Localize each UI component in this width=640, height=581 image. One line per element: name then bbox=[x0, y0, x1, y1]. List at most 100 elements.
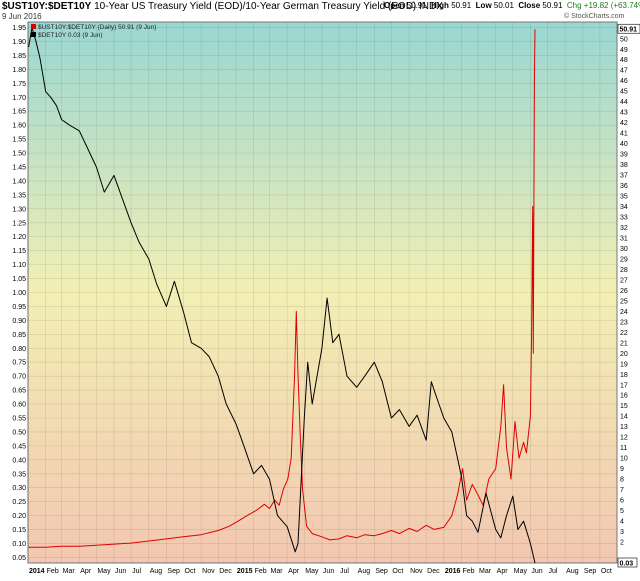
right-tick-label: 14 bbox=[620, 414, 628, 421]
left-tick-label: 1.85 bbox=[12, 53, 26, 60]
right-tick-label: 28 bbox=[620, 267, 628, 274]
left-tick-label: 1.90 bbox=[12, 39, 26, 46]
right-tick-label: 33 bbox=[620, 215, 628, 222]
right-tick-label: 24 bbox=[620, 309, 628, 316]
left-tick-label: 0.20 bbox=[12, 513, 26, 520]
left-tick-label: 1.50 bbox=[12, 151, 26, 158]
legend-swatch bbox=[31, 24, 36, 29]
right-tick-label: 49 bbox=[620, 47, 628, 54]
left-tick-label: 1.65 bbox=[12, 109, 26, 116]
left-tick-label: 1.20 bbox=[12, 234, 26, 241]
ratio-series-line bbox=[28, 29, 536, 548]
right-tick-label: 25 bbox=[620, 298, 628, 305]
left-tick-label: 0.50 bbox=[12, 429, 26, 436]
right-tick-label: 8 bbox=[620, 477, 624, 484]
symbol-description: 10-Year US Treasury Yield (EOD)/10-Year … bbox=[94, 1, 443, 12]
bund-yield-series-line bbox=[28, 27, 536, 564]
right-tick-label: 42 bbox=[620, 120, 628, 127]
x-tick-label: Feb bbox=[47, 568, 59, 575]
right-tick-label: 50 bbox=[620, 36, 628, 43]
x-tick-label: Aug bbox=[358, 568, 371, 575]
right-tick-label: 29 bbox=[620, 256, 628, 263]
left-last-value-box bbox=[617, 557, 638, 568]
right-tick-label: 46 bbox=[620, 78, 628, 85]
close-value: 50.91 bbox=[542, 1, 563, 10]
left-tick-label: 0.85 bbox=[12, 332, 26, 339]
left-tick-label: 0.80 bbox=[12, 346, 26, 353]
right-tick-label: 15 bbox=[620, 403, 628, 410]
left-tick-label: 0.10 bbox=[12, 541, 26, 548]
left-tick-label: 0.55 bbox=[12, 415, 26, 422]
x-tick-label: Oct bbox=[185, 568, 196, 575]
left-tick-label: 1.80 bbox=[12, 67, 26, 74]
left-tick-label: 1.95 bbox=[12, 25, 26, 32]
right-tick-label: 22 bbox=[620, 330, 628, 337]
right-last-value-box bbox=[617, 23, 640, 34]
right-tick-label: 48 bbox=[620, 57, 628, 64]
right-tick-label: 11 bbox=[620, 445, 627, 452]
left-tick-label: 1.75 bbox=[12, 81, 26, 88]
open-value: 50.91 bbox=[406, 1, 427, 10]
left-tick-label: 0.45 bbox=[12, 443, 26, 450]
x-tick-label: Mar bbox=[271, 568, 284, 575]
right-tick-label: 3 bbox=[620, 529, 624, 536]
x-tick-label: Nov bbox=[410, 568, 423, 575]
right-tick-label: 17 bbox=[620, 382, 628, 389]
x-tick-label: Jun bbox=[531, 568, 542, 575]
right-tick-label: 30 bbox=[620, 246, 628, 253]
right-tick-label: 4 bbox=[620, 519, 624, 526]
left-tick-label: 1.30 bbox=[12, 206, 26, 213]
x-tick-label: Dec bbox=[219, 568, 232, 575]
right-tick-label: 36 bbox=[620, 183, 628, 190]
right-tick-label: 20 bbox=[620, 351, 628, 358]
x-tick-label: Jun bbox=[323, 568, 334, 575]
left-tick-label: 0.35 bbox=[12, 471, 26, 478]
left-tick-label: 1.40 bbox=[12, 178, 26, 185]
x-tick-label: Oct bbox=[392, 568, 403, 575]
x-tick-label: Feb bbox=[255, 568, 267, 575]
left-tick-label: 1.25 bbox=[12, 220, 26, 227]
high-label: High bbox=[431, 1, 449, 10]
x-tick-label: Aug bbox=[150, 568, 163, 575]
right-tick-label: 18 bbox=[620, 372, 628, 379]
left-tick-label: 0.15 bbox=[12, 527, 26, 534]
x-tick-label: Apr bbox=[80, 568, 92, 575]
right-tick-label: 21 bbox=[620, 340, 628, 347]
right-tick-label: 12 bbox=[620, 435, 628, 442]
x-tick-label: May bbox=[305, 568, 319, 575]
left-tick-label: 1.05 bbox=[12, 276, 26, 283]
x-tick-label: Oct bbox=[601, 568, 612, 575]
left-tick-label: 0.90 bbox=[12, 318, 26, 325]
x-tick-label: May bbox=[514, 568, 528, 575]
left-tick-label: 0.25 bbox=[12, 499, 26, 506]
right-tick-label: 37 bbox=[620, 173, 628, 180]
left-tick-label: 1.55 bbox=[12, 137, 26, 144]
left-tick-label: 0.65 bbox=[12, 388, 26, 395]
x-tick-label: Nov bbox=[202, 568, 215, 575]
right-tick-label: 23 bbox=[620, 319, 628, 326]
right-tick-label: 35 bbox=[620, 194, 628, 201]
left-tick-label: 0.75 bbox=[12, 360, 26, 367]
left-tick-label: 0.70 bbox=[12, 374, 26, 381]
left-tick-label: 0.30 bbox=[12, 485, 26, 492]
left-last-value-label: 0.03 bbox=[620, 561, 634, 568]
x-tick-label: May bbox=[97, 568, 111, 575]
close-label: Close bbox=[518, 1, 541, 10]
left-tick-label: 0.60 bbox=[12, 402, 26, 409]
right-tick-label: 43 bbox=[620, 110, 628, 117]
x-tick-label: 2016 bbox=[445, 568, 461, 575]
open-label: Open bbox=[384, 1, 405, 10]
right-tick-label: 16 bbox=[620, 393, 628, 400]
right-tick-label: 39 bbox=[620, 152, 628, 159]
right-tick-label: 32 bbox=[620, 225, 628, 232]
x-tick-label: Feb bbox=[462, 568, 474, 575]
plot-background bbox=[27, 21, 618, 564]
right-last-value-label: 50.91 bbox=[620, 27, 638, 34]
x-tick-label: Apr bbox=[497, 568, 509, 575]
x-tick-label: Dec bbox=[427, 568, 440, 575]
right-tick-label: 2 bbox=[620, 540, 624, 547]
right-tick-label: 47 bbox=[620, 68, 628, 75]
chart-date: 9 Jun 2016 bbox=[2, 12, 42, 21]
left-tick-label: 1.10 bbox=[12, 262, 26, 269]
